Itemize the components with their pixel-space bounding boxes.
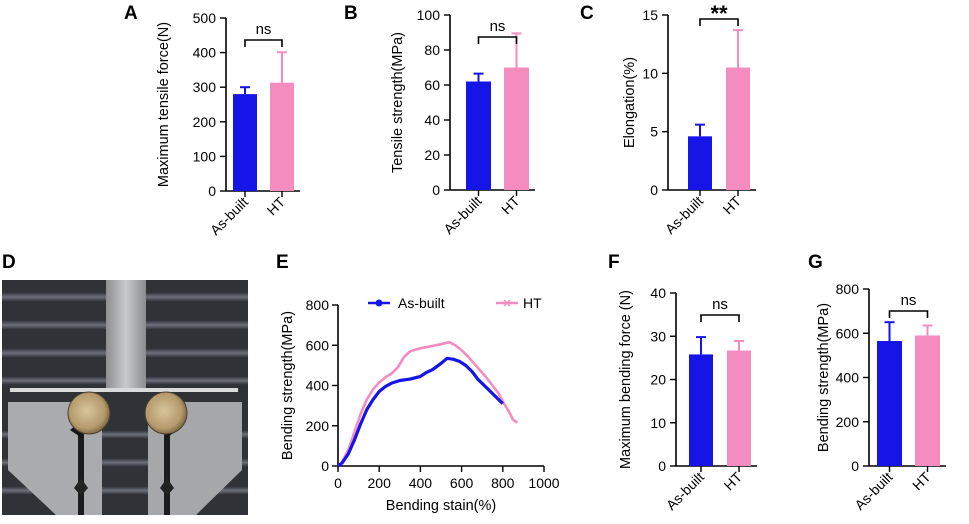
x-tick-label: 600	[450, 475, 474, 491]
y-axis-label: Tensile strength(MPa)	[390, 32, 406, 173]
significance-bracket	[244, 39, 283, 47]
bar-ht	[270, 82, 294, 191]
panel-label-e: E	[276, 252, 289, 273]
y-tick-label: 100	[417, 7, 441, 23]
y-tick-label: 80	[424, 42, 440, 58]
panel-label-g: G	[808, 252, 823, 273]
chart-a: 0 100 200 300 400 500 As-built HT ns Maximum tens…	[156, 10, 300, 238]
y-tick-label: 200	[306, 418, 330, 434]
y-tick-label: 0	[321, 458, 329, 474]
significance-label: ns	[901, 292, 917, 309]
y-tick-label: 300	[193, 79, 217, 95]
bar-ht	[504, 67, 529, 190]
y-tick-label: 600	[836, 325, 860, 341]
x-tick-label: As-built	[440, 193, 484, 237]
chart-f: 0 10 20 30 40 As-built HT ns Maximum bending for…	[618, 285, 757, 513]
x-tick-label: 0	[334, 475, 342, 491]
significance-bracket	[699, 18, 739, 26]
x-tick-label: HT	[498, 192, 523, 217]
legend-marker	[375, 299, 383, 307]
bar-ht	[727, 350, 751, 466]
bar-asbuilt	[689, 354, 713, 466]
x-tick-label: 200	[368, 475, 392, 491]
y-axis-label: Bending strength(MPa)	[280, 311, 296, 460]
significance-bracket	[477, 36, 518, 44]
chart-e: 0 200 400 600 800 0 200 400 600 800 1000 Bending st…	[280, 295, 560, 514]
bar-asbuilt	[688, 136, 712, 190]
y-tick-label: 20	[650, 372, 666, 388]
y-tick-label: 15	[642, 7, 658, 23]
significance-bracket	[888, 310, 929, 318]
legend-label: HT	[523, 295, 542, 311]
y-tick-label: 600	[306, 337, 330, 353]
y-tick-label: 0	[650, 182, 658, 198]
x-tick-label: HT	[720, 192, 745, 217]
y-tick-label: 200	[836, 414, 860, 430]
bar-asbuilt	[233, 94, 257, 191]
y-tick-label: 800	[306, 297, 330, 313]
y-tick-label: 40	[424, 112, 440, 128]
y-tick-label: 400	[836, 370, 860, 386]
chart-c: 0 5 10 15 As-built HT ** Elongation(%)	[622, 1, 756, 237]
series-line-as-built	[337, 356, 504, 468]
legend-marker	[503, 299, 511, 307]
series-line-ht	[337, 340, 518, 467]
bar-asbuilt	[877, 340, 902, 466]
fixture-photo	[2, 280, 248, 515]
y-tick-label: 200	[193, 114, 217, 130]
chart-b: 0 20 40 60 80 100 As-built HT ns Tensile strength…	[390, 7, 535, 237]
significance-bracket	[700, 314, 740, 322]
legend-label: As-built	[398, 295, 445, 311]
panel-label-a: A	[124, 3, 138, 24]
y-tick-label: 5	[650, 124, 658, 140]
y-tick-label: 0	[851, 458, 859, 474]
significance-label: ns	[256, 21, 272, 38]
x-axis-label: Bending stain(%)	[386, 498, 496, 514]
x-tick-label: As-built	[662, 193, 706, 237]
y-tick-label: 0	[658, 458, 666, 474]
chart-g: 0 200 400 600 800 As-built HT ns Bending strengt…	[816, 281, 946, 513]
x-tick-label: As-built	[663, 469, 707, 513]
y-tick-label: 40	[650, 285, 666, 301]
y-tick-label: 0	[208, 183, 216, 199]
x-tick-label: HT	[909, 468, 934, 493]
y-tick-label: 60	[424, 77, 440, 93]
x-tick-label: 400	[409, 475, 433, 491]
y-axis-label: Maximum tensile force(N)	[156, 22, 172, 187]
y-tick-label: 400	[306, 378, 330, 394]
y-tick-label: 10	[650, 415, 666, 431]
x-tick-label: As-built	[207, 194, 251, 238]
y-tick-label: 20	[424, 147, 440, 163]
bar-ht	[915, 335, 940, 466]
significance-label: **	[710, 1, 728, 26]
y-tick-label: 30	[650, 328, 666, 344]
y-axis-label: Elongation(%)	[622, 57, 638, 148]
x-tick-label: As-built	[851, 469, 895, 513]
panel-label-b: B	[344, 3, 358, 24]
bar-ht	[726, 67, 750, 190]
y-axis-label: Bending strength(MPa)	[816, 303, 832, 452]
y-tick-label: 500	[193, 10, 217, 26]
y-tick-label: 100	[193, 148, 217, 164]
y-axis-label: Maximum bending force (N)	[618, 290, 634, 469]
panel-label-f: F	[608, 252, 620, 273]
x-tick-label: HT	[721, 468, 746, 493]
x-tick-label: HT	[264, 193, 289, 218]
x-tick-label: 1000	[528, 475, 559, 491]
y-tick-label: 0	[432, 182, 440, 198]
significance-label: ns	[490, 18, 506, 35]
bar-asbuilt	[466, 81, 491, 190]
panel-label-c: C	[580, 3, 594, 24]
panel-label-d: D	[2, 252, 16, 273]
y-tick-label: 10	[642, 65, 658, 81]
y-tick-label: 800	[836, 281, 860, 297]
y-tick-label: 400	[193, 45, 217, 61]
significance-label: ns	[712, 296, 728, 313]
x-tick-label: 800	[491, 475, 515, 491]
